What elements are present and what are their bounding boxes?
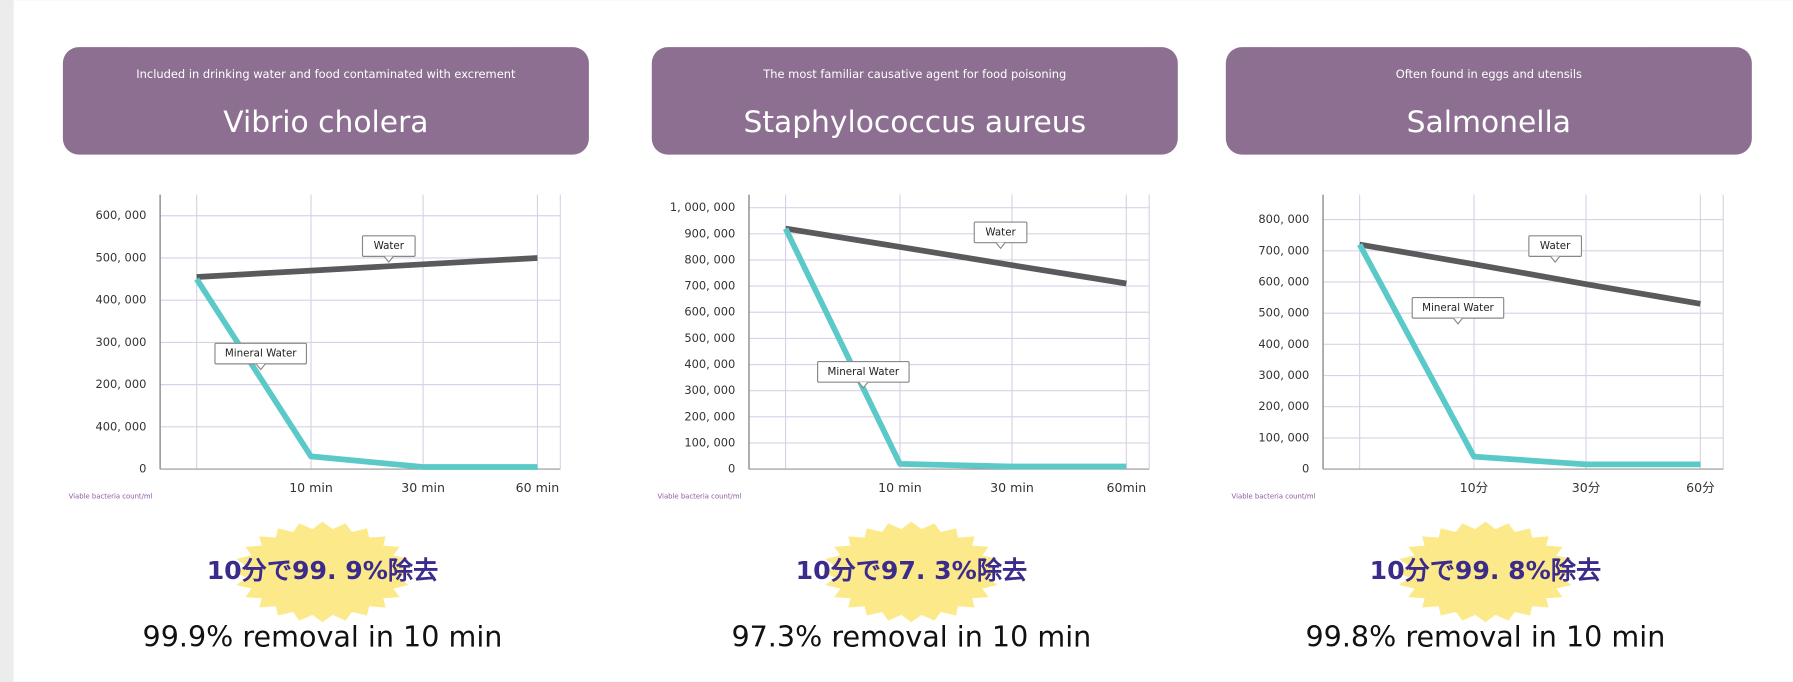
panel: The most familiar causative agent for fo…	[651, 47, 1178, 653]
badge-text: 10分で99. 9%除去	[207, 556, 439, 585]
y-tick-label: 600, 000	[684, 305, 735, 319]
y-tick-label: 200, 000	[684, 409, 735, 423]
y-tick-label: 800, 000	[1258, 212, 1309, 226]
caption: 99.9% removal in 10 min	[143, 619, 503, 653]
legend-label: Water	[1540, 240, 1571, 252]
y-tick-label: 400, 000	[684, 357, 735, 371]
x-tick-label: 30分	[1572, 480, 1601, 495]
y-tick-label: 1, 000, 000	[670, 200, 735, 214]
x-tick-label: 60分	[1686, 480, 1715, 495]
y-tick-label: 400, 000	[95, 419, 146, 433]
header-box	[62, 47, 589, 155]
subtitle: The most familiar causative agent for fo…	[763, 68, 1067, 81]
caption: 99.8% removal in 10 min	[1305, 619, 1665, 653]
legend-pointer	[995, 242, 1006, 250]
y-tick-label: 400, 000	[95, 293, 146, 307]
panel: Included in drinking water and food cont…	[62, 47, 589, 653]
caption: 97.3% removal in 10 min	[731, 619, 1091, 653]
x-tick-label: 60min	[1106, 480, 1146, 495]
y-tick-label: 200, 000	[95, 377, 146, 391]
y-tick-label: 100, 000	[684, 435, 735, 449]
series-line	[785, 225, 1127, 287]
x-tick-label: 10 min	[878, 480, 922, 495]
y-tick-label: 200, 000	[1258, 399, 1309, 413]
y-axis-label: Viable bacteria count/ml	[658, 493, 742, 501]
subtitle-box: Often found in eggs and utensils	[1395, 68, 1582, 81]
legend-pointer	[1452, 317, 1463, 325]
subtitle: Included in drinking water and food cont…	[136, 68, 516, 81]
series-line	[1357, 243, 1701, 468]
x-tick-label: 10 min	[289, 480, 333, 495]
title: Salmonella	[1407, 105, 1571, 140]
series-line	[194, 277, 538, 470]
series-line	[1359, 241, 1701, 307]
y-axis-label: Viable bacteria count/ml	[1232, 493, 1316, 501]
y-tick-label: 500, 000	[684, 331, 735, 345]
y-tick-label: 0	[728, 462, 735, 476]
x-tick-label: 10分	[1460, 480, 1489, 495]
badge-burst	[1396, 521, 1575, 623]
y-tick-label: 300, 000	[95, 335, 146, 349]
y-tick-label: 0	[1302, 462, 1309, 476]
badge-burst	[822, 521, 1001, 623]
legend-label: Mineral Water	[1422, 302, 1494, 314]
y-tick-label: 300, 000	[684, 383, 735, 397]
badge-burst	[233, 521, 412, 623]
legend-label: Water	[374, 240, 405, 252]
subtitle: Often found in eggs and utensils	[1395, 68, 1582, 81]
legend-pointer	[1550, 256, 1561, 264]
title: Staphylococcus aureus	[743, 105, 1086, 140]
legend-label: Water	[985, 226, 1016, 238]
x-tick-label: 30 min	[990, 480, 1034, 495]
subtitle-box: The most familiar causative agent for fo…	[763, 68, 1067, 81]
header-box	[1225, 47, 1752, 155]
header-box	[651, 47, 1178, 155]
y-tick-label: 500, 000	[95, 250, 146, 264]
y-tick-label: 600, 000	[95, 208, 146, 222]
y-tick-label: 700, 000	[1258, 243, 1309, 257]
badge-text: 10分で97. 3%除去	[796, 556, 1028, 585]
legend-pointer	[255, 363, 266, 371]
y-tick-label: 600, 000	[1258, 274, 1309, 288]
panel: Often found in eggs and utensils Salmonel…	[1225, 47, 1752, 653]
y-axis-label: Viable bacteria count/ml	[69, 493, 153, 501]
y-tick-label: 800, 000	[684, 252, 735, 266]
subtitle-box: Included in drinking water and food cont…	[136, 68, 516, 81]
series-line	[783, 227, 1127, 470]
title: Vibrio cholera	[223, 105, 428, 140]
y-tick-label: 0	[139, 462, 146, 476]
y-tick-label: 100, 000	[1258, 430, 1309, 444]
y-tick-label: 900, 000	[684, 226, 735, 240]
series-line	[196, 255, 538, 280]
y-tick-label: 300, 000	[1258, 368, 1309, 382]
y-tick-label: 700, 000	[684, 279, 735, 293]
x-tick-label: 30 min	[401, 480, 445, 495]
legend-pointer	[383, 256, 394, 264]
legend-pointer	[858, 381, 869, 389]
y-tick-label: 400, 000	[1258, 337, 1309, 351]
badge-text: 10分で99. 8%除去	[1370, 556, 1602, 585]
legend-label: Mineral Water	[828, 366, 900, 378]
legend-label: Mineral Water	[225, 348, 297, 360]
x-tick-label: 60 min	[516, 480, 560, 495]
y-tick-label: 500, 000	[1258, 306, 1309, 320]
